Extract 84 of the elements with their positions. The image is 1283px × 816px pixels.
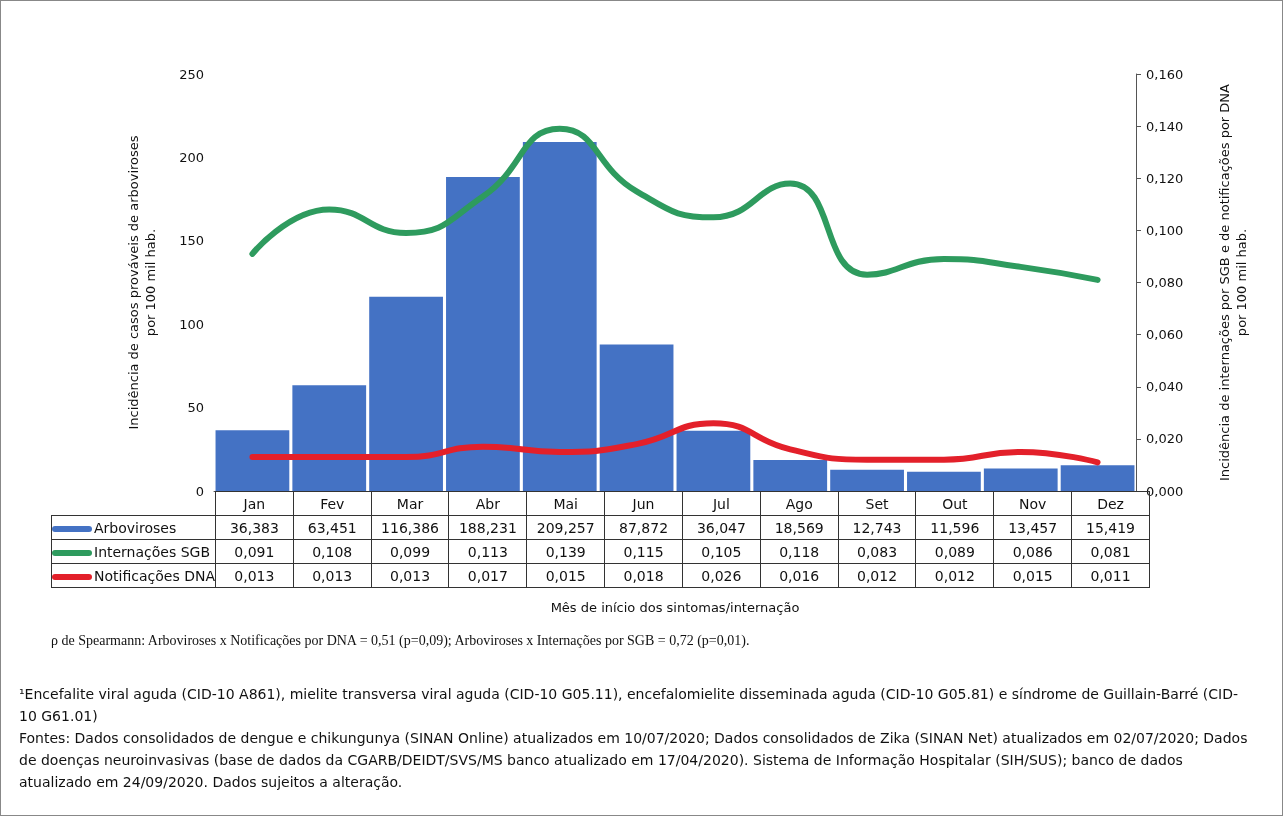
data-label: 13,457 bbox=[993, 515, 1072, 540]
data-label: 0,113 bbox=[448, 539, 527, 564]
bar bbox=[522, 141, 597, 491]
y2-tick-label: 0,060 bbox=[1146, 327, 1184, 343]
data-label: 11,596 bbox=[915, 515, 994, 540]
data-label: 0,012 bbox=[838, 563, 916, 588]
data-label: 0,011 bbox=[1071, 563, 1150, 588]
data-label: 0,015 bbox=[993, 563, 1072, 588]
y2-tick-label: 0,140 bbox=[1146, 118, 1184, 134]
y2-tick-label: 0,100 bbox=[1146, 222, 1184, 238]
y2-tick-label: 0,020 bbox=[1146, 431, 1184, 447]
x-tick-label: Ago bbox=[760, 491, 839, 516]
bar bbox=[983, 468, 1058, 491]
legend-label: Arboviroses bbox=[94, 519, 177, 536]
data-label: 0,118 bbox=[760, 539, 839, 564]
text: Fontes: Dados consolidados de dengue e chikungunya (SINAN Online) atualizados em 10/07/2020; Dados consolidados de Zika (SINAN Net) atualizados em 02/07/2020; Dados de doenças neuroinvasivas (base de dados da CGARB/DEIDT/SVS/MS banco atualizado em 17/04/2020). Sistema de Informação Hospitalar (SIH/SUS); banco de dados atualizado em 24/09/2020. Dados sujeitos a alteração. bbox=[19, 729, 1249, 792]
data-label: 15,419 bbox=[1071, 515, 1150, 540]
y-tick-label: 150 bbox=[179, 233, 204, 249]
x-tick-label: Mar bbox=[371, 491, 449, 516]
data-label: 0,083 bbox=[838, 539, 916, 564]
data-label: 0,013 bbox=[293, 563, 372, 588]
x-tick-label: Mai bbox=[526, 491, 605, 516]
data-label: 36,047 bbox=[682, 515, 761, 540]
bar bbox=[830, 469, 904, 491]
text: Mês de início dos sintomas/internação bbox=[549, 600, 801, 615]
data-label: 18,569 bbox=[760, 515, 839, 540]
data-label: 0,081 bbox=[1071, 539, 1150, 564]
data-label: 63,451 bbox=[293, 515, 372, 540]
bar bbox=[215, 430, 290, 491]
x-tick-label: Out bbox=[915, 491, 994, 516]
data-label: 0,089 bbox=[915, 539, 994, 564]
bar bbox=[676, 430, 751, 491]
data-label: 0,108 bbox=[293, 539, 372, 564]
y2-tick-label: 0,080 bbox=[1146, 275, 1184, 290]
y2-tick-label: 0,160 bbox=[1146, 66, 1184, 82]
x-tick-label: Jan bbox=[215, 491, 294, 516]
y2-axis-title: Incidência de internações por SGB e de notificações por DNA por 100 mil hab. bbox=[1217, 83, 1249, 481]
y-tick-label: 200 bbox=[179, 149, 204, 165]
data-label: 0,017 bbox=[448, 563, 527, 588]
data-label: 116,386 bbox=[371, 515, 449, 540]
x-tick-label: Fev bbox=[293, 491, 372, 516]
data-label: 0,026 bbox=[682, 563, 761, 588]
y2-tick-label: 0,120 bbox=[1146, 170, 1184, 186]
y-tick-label: 50 bbox=[187, 400, 204, 416]
bar bbox=[1060, 465, 1135, 491]
y-tick-label: 100 bbox=[179, 316, 204, 332]
data-label: 36,383 bbox=[215, 515, 294, 540]
data-label: 188,231 bbox=[448, 515, 527, 540]
data-label: 0,139 bbox=[526, 539, 605, 564]
bar bbox=[292, 385, 367, 491]
y2-tick-label: 0,000 bbox=[1146, 483, 1184, 499]
x-tick-label: Nov bbox=[993, 491, 1072, 516]
legend-label: Notificações DNA bbox=[94, 567, 215, 584]
text: ρ de Spearmann: Arboviroses x Notificações por DNA = 0,51 (p=0,09); Arboviroses x Internações por SGB = 0,72 (p=0,01). bbox=[51, 633, 750, 649]
x-tick-label: Dez bbox=[1097, 495, 1124, 512]
text: ¹Encefalite viral aguda (CID-10 A861), mielite transversa viral aguda (CID-10 G05.11), encefalomielite disseminada aguda (CID-10 G05.81) e síndrome de Guillain-Barré (CID-10 G61.01) bbox=[19, 685, 1240, 726]
x-tick-label: Jul bbox=[682, 491, 761, 516]
data-label: 0,013 bbox=[371, 563, 449, 588]
data-label: 0,015 bbox=[526, 563, 605, 588]
y-axis-title: Incidência de casos prováveis de arboviroses por 100 mil hab. bbox=[126, 135, 158, 430]
y-tick-label: 250 bbox=[179, 66, 204, 82]
data-label: 87,872 bbox=[604, 515, 683, 540]
x-tick-label: Set bbox=[838, 491, 916, 516]
data-label: 0,012 bbox=[915, 563, 994, 588]
x-tick-label: Jun bbox=[604, 491, 683, 516]
data-label: 0,086 bbox=[993, 539, 1072, 564]
y-tick-label: 0 bbox=[195, 483, 204, 499]
data-label: 0,013 bbox=[215, 563, 294, 588]
data-label: 209,257 bbox=[526, 515, 605, 540]
data-label: 0,099 bbox=[371, 539, 449, 564]
data-label: 0,115 bbox=[604, 539, 683, 564]
data-label: 0,091 bbox=[215, 539, 294, 564]
bar bbox=[907, 471, 981, 491]
y2-tick-label: 0,040 bbox=[1146, 379, 1184, 395]
data-label: 0,105 bbox=[682, 539, 761, 564]
legend-label: Internações SGB bbox=[94, 543, 211, 560]
data-label: 0,018 bbox=[604, 563, 683, 588]
bar bbox=[599, 344, 674, 491]
bar bbox=[369, 296, 443, 491]
bar bbox=[446, 177, 520, 491]
x-tick-label: Abr bbox=[448, 491, 527, 516]
data-label: 0,016 bbox=[760, 563, 839, 588]
bar bbox=[753, 460, 828, 491]
data-label: 12,743 bbox=[838, 515, 916, 540]
